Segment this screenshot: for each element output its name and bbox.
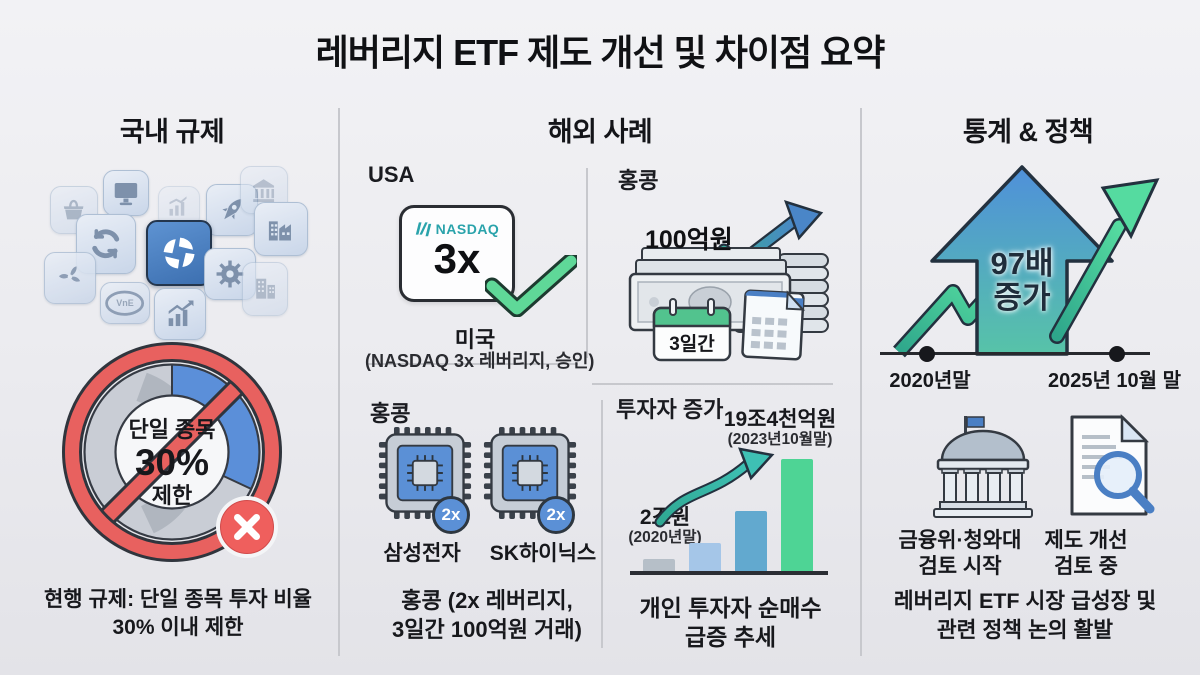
growth-value-line1: 97배 — [990, 246, 1054, 281]
donut-blue-segment — [171, 365, 259, 489]
investors-label: 투자자 증가 — [616, 397, 724, 422]
investors-end-date: (2023년10월말) — [727, 431, 833, 448]
donut-line3: 제한 — [151, 483, 193, 508]
approved-check-icon — [485, 255, 577, 317]
monitor-icon — [103, 170, 149, 216]
left-caption-line2: 30% 이내 제한 — [112, 616, 244, 639]
trend-arrow-right-segment — [1049, 178, 1160, 344]
vne-logo-icon: VnE — [100, 282, 150, 324]
policy-document-icon — [1070, 413, 1155, 516]
usa-caption: 미국 — [454, 327, 496, 352]
donut-center-label: 단일 종목 30% 제한 — [92, 417, 252, 509]
money-volume-illustration — [628, 200, 829, 362]
right-caption-line2: 관련 정책 논의 활발 — [936, 618, 1114, 642]
nasdaq-wordmark: NASDAQ — [435, 220, 500, 237]
policy1-caption-line1: 금융위·청와대 — [898, 529, 1022, 552]
right-caption-line1: 레버리지 ETF 시장 급성장 및 — [893, 589, 1157, 613]
hk-stocks-caption-line2: 3일간 100억원 거래) — [392, 617, 582, 642]
policy2-caption-line1: 제도 개선 — [1044, 529, 1128, 552]
skhynix-2x-badge: 2x — [537, 496, 575, 534]
left-column-header: 국내 규제 — [119, 117, 225, 147]
timeline-dot-start — [919, 346, 935, 362]
usa-label: USA — [368, 162, 415, 187]
hk-volume-amount: 100억원 — [645, 226, 733, 254]
right-column-header: 통계 & 정책 — [962, 117, 1094, 147]
fan-icon — [44, 252, 96, 304]
divider-mid-h-left — [368, 363, 578, 365]
prohibition-ring — [65, 345, 279, 559]
calendar-3days-icon — [652, 298, 732, 362]
divider-mid-right — [860, 108, 862, 656]
investors-end-value: 19조4천억원 — [723, 408, 837, 431]
factory-icon — [254, 202, 308, 256]
nasdaq-n-icon — [415, 222, 431, 237]
chart-up-icon — [154, 288, 206, 340]
growth-97x-arrow — [893, 165, 1160, 358]
timeline-end-label: 2025년 10월 말 — [1047, 370, 1182, 392]
bar-2023 — [781, 459, 813, 572]
nasdaq-logo: NASDAQ — [415, 220, 500, 237]
investors-caption-line2: 급증 추세 — [684, 624, 777, 650]
samsung-2x-badge: 2x — [432, 496, 470, 534]
government-bank-icon — [933, 416, 1033, 518]
investors-start-date: (2020년말) — [628, 529, 702, 546]
hk-volume-label: 홍콩 — [618, 168, 659, 193]
hk-stocks-label: 홍콩 — [370, 401, 411, 426]
donut-line1: 단일 종목 — [128, 417, 216, 442]
pinwheel-icon — [146, 220, 212, 286]
skhynix-label: SK하이닉스 — [489, 542, 597, 565]
bar-2020 — [643, 559, 675, 572]
donut-line2: 30% — [134, 442, 210, 483]
middle-column-header: 해외 사례 — [547, 117, 653, 147]
divider-left-mid — [338, 108, 340, 656]
x-badge-icon — [216, 496, 278, 558]
growth-value-line2: 증가 — [993, 280, 1051, 315]
timeline-dot-end — [1109, 346, 1125, 362]
prohibition-slash — [96, 376, 248, 528]
nasdaq-multiplier: 3x — [433, 235, 481, 282]
samsung-label: 삼성전자 — [383, 542, 461, 565]
divider-mid-h-right — [592, 383, 833, 385]
page-title: 레버리지 ETF 제도 개선 및 차이점 요약 — [315, 32, 886, 73]
left-caption-line1: 현행 규제: 단일 종목 투자 비율 — [43, 588, 312, 611]
divider-mid-lower — [601, 400, 603, 648]
calendar-blue-icon — [741, 289, 806, 361]
bar-2022 — [735, 511, 767, 572]
usa-subcaption: (NASDAQ 3x 레버리지, 승인) — [365, 351, 595, 371]
policy1-caption-line2: 검토 시작 — [918, 555, 1002, 578]
divider-mid-upper — [586, 168, 588, 358]
hk-volume-period: 3일간 — [669, 334, 715, 355]
investors-curved-arrow-icon — [654, 447, 775, 528]
policy2-caption-line2: 검토 중 — [1054, 555, 1118, 578]
chip-samsung-icon — [378, 426, 472, 520]
bar-2021 — [689, 543, 721, 572]
timeline-axis — [880, 352, 1150, 355]
building-icon — [242, 262, 288, 316]
hk-stocks-caption-line1: 홍콩 (2x 레버리지, — [401, 588, 573, 613]
vne-logo-text: VnE — [116, 298, 134, 308]
single-stock-limit-donut — [62, 342, 282, 562]
magnifier-icon — [1094, 451, 1155, 514]
investors-caption-line1: 개인 투자자 순매수 — [639, 595, 822, 621]
bar-chart-baseline — [630, 571, 828, 575]
timeline-start-label: 2020년말 — [889, 370, 971, 392]
